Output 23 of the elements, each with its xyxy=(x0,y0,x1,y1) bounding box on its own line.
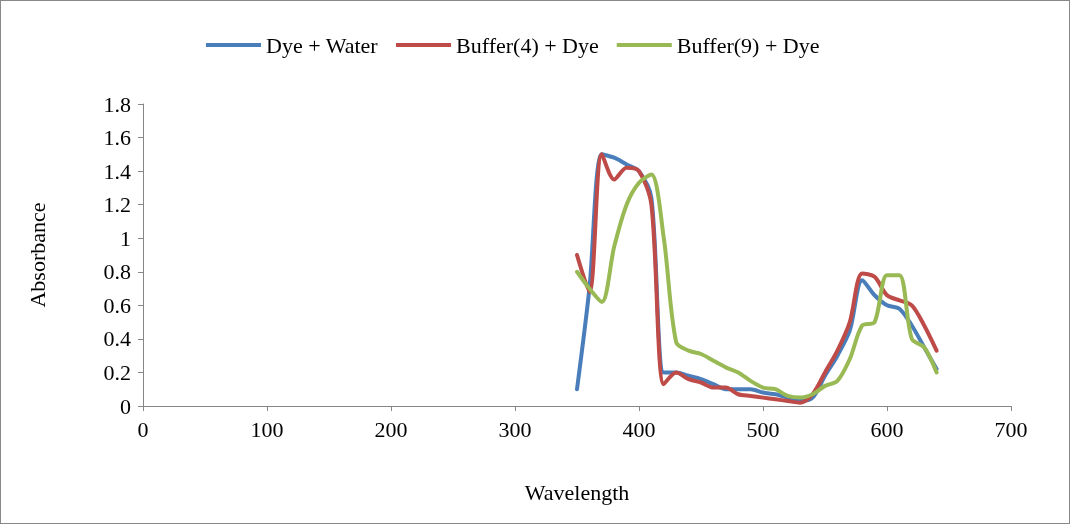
y-tick-label: 1.8 xyxy=(103,91,131,117)
y-axis-title: Absorbance xyxy=(24,202,50,308)
y-tick-label: 1.4 xyxy=(103,158,131,184)
x-tick-label: 700 xyxy=(994,416,1028,442)
y-tick-label: 0.6 xyxy=(103,292,131,318)
x-tick-label: 300 xyxy=(498,416,532,442)
y-tick-label: 0.4 xyxy=(103,326,131,352)
legend-label: Buffer(4) + Dye xyxy=(456,32,599,58)
y-tick-label: 0.2 xyxy=(103,359,131,385)
y-tick-label: 0 xyxy=(120,393,131,419)
x-tick-label: 0 xyxy=(137,416,149,442)
y-tick-label: 1.6 xyxy=(103,125,131,151)
y-tick-label: 1 xyxy=(120,225,131,251)
x-tick-label: 500 xyxy=(746,416,780,442)
x-tick-label: 200 xyxy=(374,416,408,442)
x-tick-label: 100 xyxy=(250,416,284,442)
x-axis-title: Wavelength xyxy=(524,479,630,505)
y-tick-label: 1.2 xyxy=(103,192,131,218)
y-tick-label: 0.8 xyxy=(103,259,131,285)
x-tick-label: 400 xyxy=(622,416,656,442)
legend-label: Dye + Water xyxy=(266,32,379,58)
legend-label: Buffer(9) + Dye xyxy=(676,32,820,58)
x-tick-label: 600 xyxy=(870,416,904,442)
